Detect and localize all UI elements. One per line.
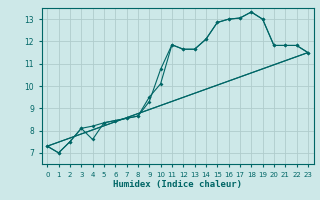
X-axis label: Humidex (Indice chaleur): Humidex (Indice chaleur) [113,180,242,189]
